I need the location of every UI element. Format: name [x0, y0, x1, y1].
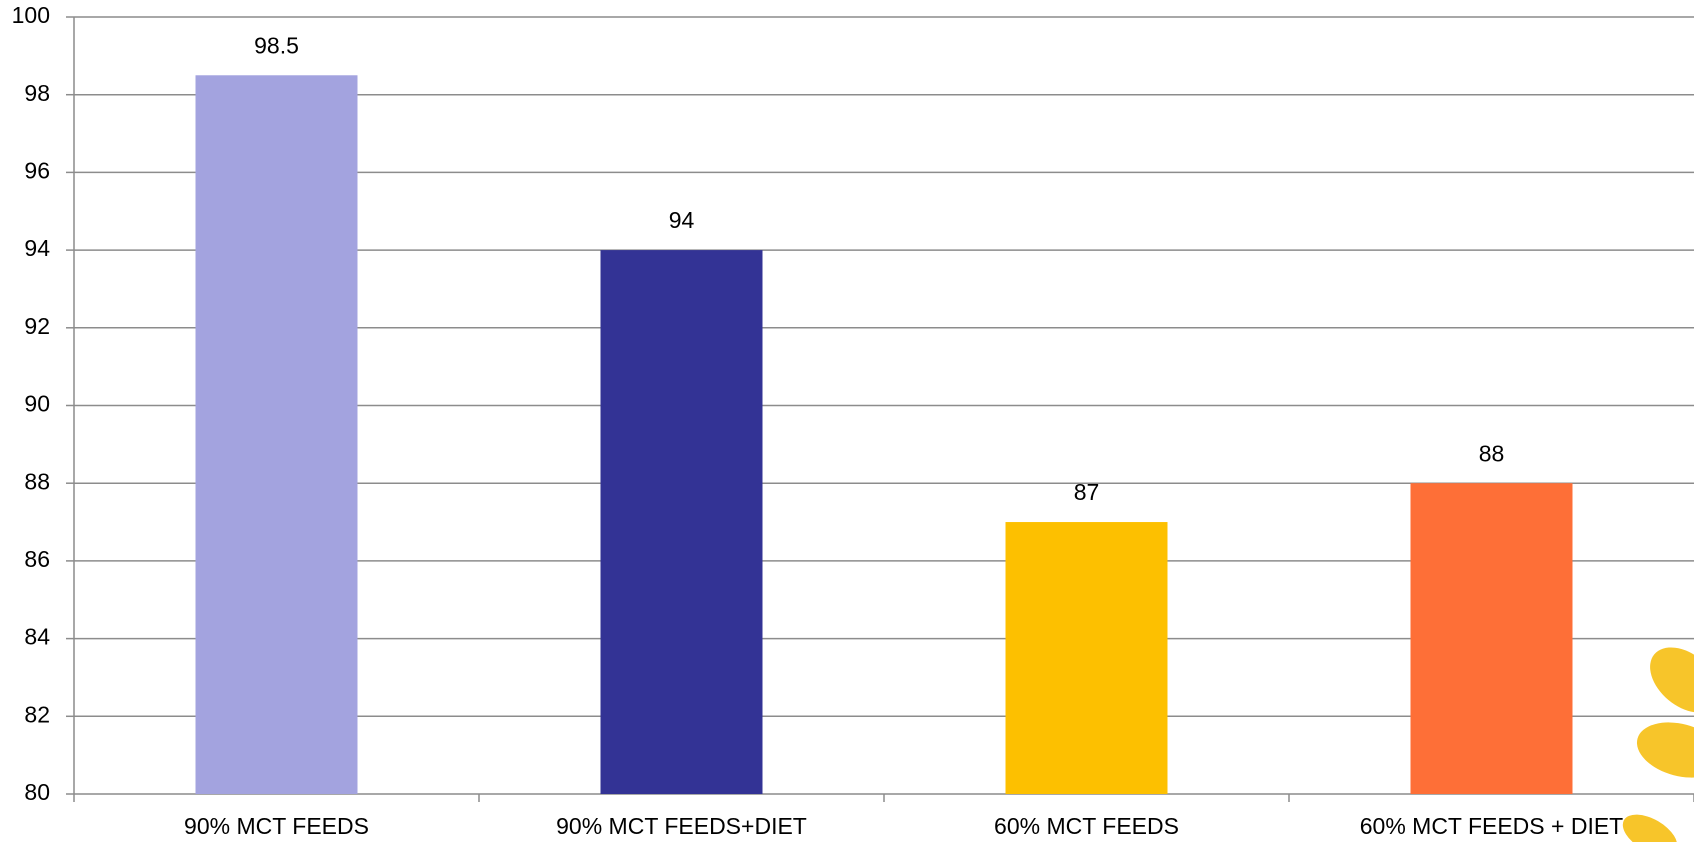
- y-tick-label: 86: [24, 546, 50, 572]
- y-tick-label: 92: [24, 313, 50, 339]
- x-tick-label: 90% MCT FEEDS+DIET: [556, 813, 807, 839]
- y-tick-label: 84: [24, 624, 50, 650]
- data-label: 94: [669, 207, 695, 233]
- y-tick-label: 98: [24, 80, 50, 106]
- y-tick-label: 88: [24, 468, 50, 494]
- petal: [1622, 814, 1678, 842]
- bar: [600, 250, 763, 795]
- y-tick-label: 82: [24, 701, 50, 727]
- y-tick-label: 80: [24, 779, 50, 805]
- x-tick-label: 60% MCT FEEDS + DIET: [1360, 813, 1624, 839]
- data-label: 98.5: [254, 32, 299, 58]
- data-label: 88: [1479, 440, 1505, 466]
- data-label: 87: [1074, 479, 1100, 505]
- decoration: [1622, 647, 1694, 842]
- bar: [1410, 483, 1573, 794]
- x-tick-label: 90% MCT FEEDS: [184, 813, 369, 839]
- bar: [195, 75, 358, 794]
- petal: [1636, 722, 1694, 778]
- y-tick-label: 96: [24, 157, 50, 183]
- bar: [1005, 522, 1168, 794]
- petal: [1650, 647, 1694, 713]
- x-tick-label: 60% MCT FEEDS: [994, 813, 1179, 839]
- y-tick-label: 94: [24, 235, 50, 261]
- y-tick-label: 90: [24, 391, 50, 417]
- y-tick-label: 100: [12, 2, 50, 28]
